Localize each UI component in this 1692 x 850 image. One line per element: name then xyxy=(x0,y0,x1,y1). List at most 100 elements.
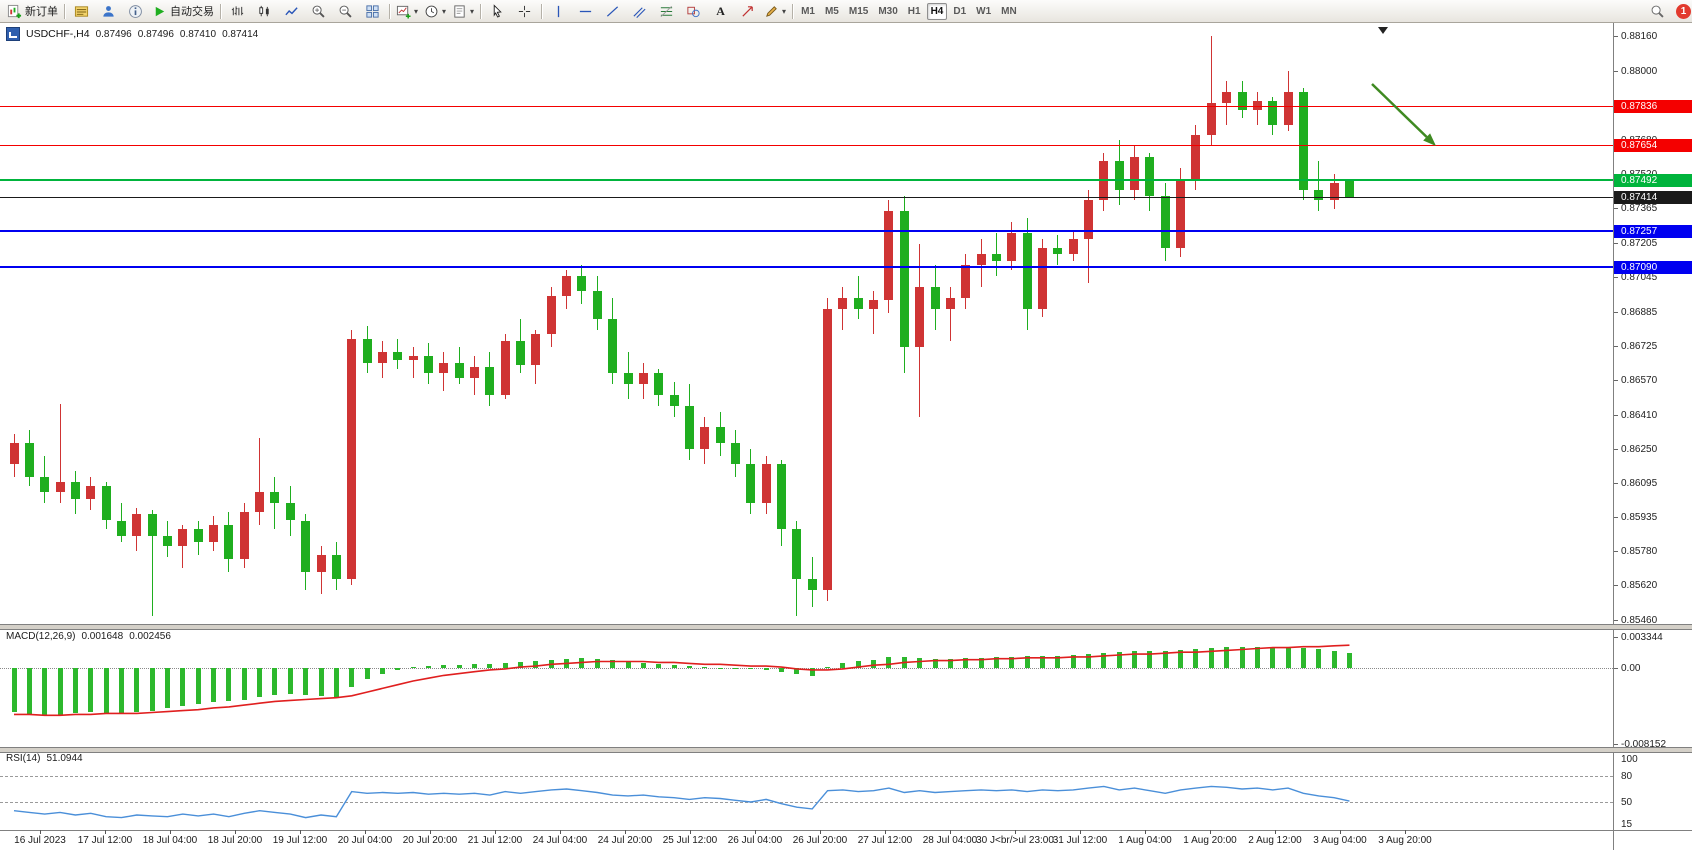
new-chart-button[interactable]: ▾ xyxy=(393,1,421,22)
horizontal-line-icon xyxy=(579,10,592,12)
timeframe-h4-button[interactable]: H4 xyxy=(926,2,948,20)
chevron-down-icon: ▾ xyxy=(442,6,447,16)
resistance-line[interactable] xyxy=(0,144,1613,146)
chart-window[interactable] xyxy=(0,22,1692,850)
terminal-button[interactable] xyxy=(68,1,95,22)
timeframe-h1-button[interactable]: H1 xyxy=(907,5,921,17)
price-axis-border xyxy=(1613,22,1614,850)
macd-zero-line xyxy=(0,668,1613,669)
text-tool-button[interactable]: A xyxy=(707,1,734,22)
chevron-down-icon: ▾ xyxy=(782,6,787,16)
chart-title: USDCHF-,H4 0.87496 0.87496 0.87410 0.874… xyxy=(6,27,258,41)
zoom-in-button[interactable] xyxy=(305,1,332,22)
channel-tool-button[interactable] xyxy=(626,1,653,22)
search-button[interactable] xyxy=(1644,1,1671,22)
chart-shift-marker[interactable] xyxy=(1378,27,1388,34)
tile-windows-button[interactable] xyxy=(359,1,386,22)
new-chart-icon xyxy=(396,5,411,19)
fibonacci-icon xyxy=(660,5,673,17)
ohlc-low-value: 0.87410 xyxy=(179,28,217,40)
resistance-line[interactable] xyxy=(0,105,1613,107)
navigator-person-icon xyxy=(103,5,114,17)
toolbar-separator xyxy=(389,3,390,19)
bar-chart-button[interactable] xyxy=(224,1,251,22)
channel-icon xyxy=(633,6,646,18)
pencil-icon xyxy=(766,5,777,17)
shapes-icon xyxy=(687,6,700,17)
support-line-green[interactable] xyxy=(0,179,1613,182)
timeframe-d1-button[interactable]: D1 xyxy=(953,5,967,17)
support-line-blue[interactable] xyxy=(0,230,1613,233)
timeframe-m1-button[interactable]: M1 xyxy=(801,5,815,17)
autotrade-play-icon xyxy=(155,6,165,16)
line-chart-button[interactable] xyxy=(278,1,305,22)
ohlc-close-value: 0.87414 xyxy=(222,28,259,40)
fibonacci-tool-button[interactable] xyxy=(653,1,680,22)
macd-indicator-label: MACD(12,26,9) 0.001648 0.002456 xyxy=(6,631,171,642)
info-button[interactable] xyxy=(122,1,149,22)
rsi-name: RSI(14) xyxy=(6,753,41,764)
time-axis-border xyxy=(0,830,1692,831)
tile-windows-icon xyxy=(366,4,379,18)
macd-name: MACD(12,26,9) xyxy=(6,631,76,642)
notification-badge[interactable]: 1 xyxy=(1676,3,1691,19)
chart-window-icon xyxy=(6,27,20,41)
panel-resize-handle[interactable] xyxy=(0,624,1692,630)
search-icon xyxy=(1651,5,1664,18)
toolbar-separator xyxy=(541,3,543,19)
timeframe-mn-button[interactable]: MN xyxy=(1001,5,1017,17)
clock-icon xyxy=(425,5,438,17)
macd-main-value: 0.001648 xyxy=(81,631,124,642)
support-line-blue[interactable] xyxy=(0,266,1613,269)
rsi-indicator-label: RSI(14) 51.0944 xyxy=(6,753,83,764)
timeframe-w1-button[interactable]: W1 xyxy=(976,5,992,17)
autotrade-button[interactable]: 自动交易 xyxy=(149,1,217,22)
new-order-label: 新订单 xyxy=(25,6,58,18)
zoom-in-icon xyxy=(312,5,325,18)
zoom-out-icon xyxy=(339,5,352,18)
trendline-icon xyxy=(606,5,619,17)
timeframe-m15-button[interactable]: M15 xyxy=(848,5,869,17)
macd-signal-value: 0.002456 xyxy=(129,631,171,642)
timeframe-m5-button[interactable]: M5 xyxy=(824,5,839,17)
new-order-button[interactable]: 新订单 xyxy=(4,1,61,22)
bar-chart-icon xyxy=(231,5,244,15)
info-icon xyxy=(129,4,142,18)
zoom-out-button[interactable] xyxy=(332,1,359,22)
timeframe-m30-button[interactable]: M30 xyxy=(878,5,898,17)
shapes-tool-button[interactable] xyxy=(680,1,707,22)
main-toolbar: 新订单 自动交易 xyxy=(0,0,1692,23)
horizontal-line-tool-button[interactable] xyxy=(572,1,599,22)
vertical-line-icon xyxy=(557,5,560,17)
toolbar-separator xyxy=(480,3,482,19)
toolbar-separator xyxy=(220,3,221,19)
crosshair-icon xyxy=(518,5,531,17)
ohlc-open-value: 0.87496 xyxy=(95,28,132,40)
cursor-arrow-icon xyxy=(493,3,502,18)
objects-dropdown-button[interactable]: ▾ xyxy=(761,1,789,22)
template-icon xyxy=(454,4,465,18)
candlestick-chart-button[interactable] xyxy=(251,1,278,22)
crosshair-button[interactable] xyxy=(511,1,538,22)
navigator-button[interactable] xyxy=(95,1,122,22)
toolbar-separator xyxy=(64,3,65,19)
symbol-timeframe-label: USDCHF-,H4 xyxy=(26,28,90,40)
vertical-line-tool-button[interactable] xyxy=(545,1,572,22)
chevron-down-icon: ▾ xyxy=(470,6,475,16)
line-chart-icon xyxy=(285,6,298,15)
text-tool-label: A xyxy=(716,3,725,18)
period-button[interactable]: ▾ xyxy=(421,1,449,22)
toolbar-separator xyxy=(792,3,794,19)
template-button[interactable]: ▾ xyxy=(449,1,477,22)
current-price-line[interactable] xyxy=(0,196,1613,198)
new-order-icon xyxy=(7,4,22,18)
cursor-button[interactable] xyxy=(484,1,511,22)
arrow-label-tool-button[interactable] xyxy=(734,1,761,22)
rsi-value: 51.0944 xyxy=(46,753,83,764)
chevron-down-icon: ▾ xyxy=(414,6,419,16)
candlestick-chart-icon xyxy=(259,5,269,16)
trendline-tool-button[interactable] xyxy=(599,1,626,22)
panel-resize-handle[interactable] xyxy=(0,747,1692,753)
terminal-icon xyxy=(74,5,89,17)
